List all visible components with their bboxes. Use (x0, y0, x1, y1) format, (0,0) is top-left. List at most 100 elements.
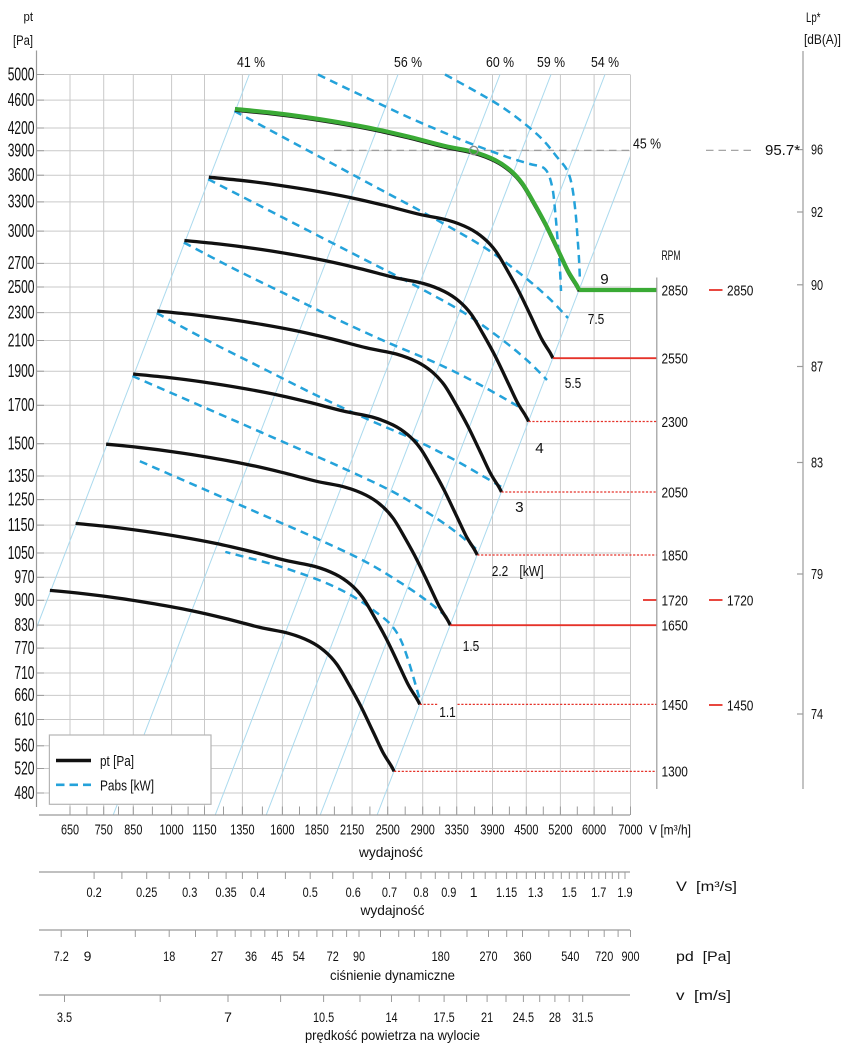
svg-text:17.5: 17.5 (434, 1009, 455, 1025)
svg-text:2.2: 2.2 (492, 563, 509, 580)
svg-text:3900: 3900 (8, 141, 35, 161)
svg-text:[dB(A)]: [dB(A)] (804, 31, 841, 47)
svg-text:360: 360 (513, 948, 531, 964)
svg-text:1850: 1850 (305, 823, 329, 839)
svg-text:45 %: 45 % (633, 137, 661, 153)
svg-text:92: 92 (811, 205, 823, 221)
svg-text:1150: 1150 (192, 823, 216, 839)
svg-text:Pabs [kW]: Pabs [kW] (100, 778, 154, 795)
svg-text:720: 720 (595, 948, 613, 964)
svg-text:74: 74 (811, 707, 823, 723)
svg-text:1300: 1300 (662, 764, 688, 781)
svg-text:59 %: 59 % (537, 55, 565, 71)
svg-text:750: 750 (95, 823, 113, 839)
svg-text:83: 83 (811, 456, 823, 472)
svg-text:1900: 1900 (8, 361, 35, 381)
svg-text:2050: 2050 (662, 484, 688, 501)
svg-text:45: 45 (271, 948, 283, 964)
svg-text:V [m³/h]: V [m³/h] (649, 822, 691, 838)
svg-text:1.5: 1.5 (562, 884, 577, 900)
svg-text:1050: 1050 (8, 543, 35, 563)
svg-text:650: 650 (61, 823, 79, 839)
svg-text:180: 180 (432, 948, 450, 964)
svg-text:3350: 3350 (445, 823, 469, 839)
svg-text:pd [Pa]: pd [Pa] (676, 948, 731, 964)
svg-text:pt [Pa]: pt [Pa] (100, 753, 134, 770)
svg-text:900: 900 (621, 948, 639, 964)
svg-text:850: 850 (124, 823, 142, 839)
svg-text:0.7: 0.7 (382, 884, 397, 900)
svg-text:610: 610 (14, 709, 34, 729)
svg-text:1650: 1650 (662, 618, 688, 635)
svg-text:1150: 1150 (8, 515, 35, 535)
svg-text:56 %: 56 % (394, 55, 422, 71)
svg-text:60 %: 60 % (486, 55, 514, 71)
svg-text:7.2: 7.2 (54, 948, 69, 964)
svg-text:2700: 2700 (8, 253, 35, 273)
svg-text:4: 4 (535, 440, 543, 457)
svg-text:1.1: 1.1 (439, 704, 456, 721)
svg-text:770: 770 (14, 638, 34, 658)
svg-text:31.5: 31.5 (572, 1009, 593, 1025)
svg-text:V [m³/s]: V [m³/s] (676, 878, 737, 894)
svg-text:7.5: 7.5 (588, 311, 605, 328)
svg-text:3900: 3900 (480, 823, 504, 839)
svg-text:660: 660 (14, 685, 34, 705)
svg-text:0.9: 0.9 (441, 884, 456, 900)
svg-text:28: 28 (549, 1009, 561, 1025)
svg-text:1250: 1250 (8, 489, 35, 509)
svg-text:2100: 2100 (8, 330, 35, 350)
svg-text:1600: 1600 (270, 823, 294, 839)
svg-text:96: 96 (811, 143, 823, 159)
svg-text:87: 87 (811, 360, 823, 376)
svg-text:0.4: 0.4 (250, 884, 265, 900)
svg-text:710: 710 (14, 663, 34, 683)
svg-text:3: 3 (515, 499, 523, 516)
svg-text:14: 14 (385, 1009, 397, 1025)
svg-text:970: 970 (14, 567, 34, 587)
svg-text:1.5: 1.5 (463, 638, 480, 655)
svg-text:2300: 2300 (8, 302, 35, 322)
svg-text:3600: 3600 (8, 165, 35, 185)
svg-text:2900: 2900 (411, 823, 435, 839)
svg-text:4500: 4500 (514, 823, 538, 839)
svg-text:520: 520 (14, 758, 34, 778)
svg-text:36: 36 (245, 948, 257, 964)
svg-text:270: 270 (479, 948, 497, 964)
svg-text:1720: 1720 (727, 592, 753, 609)
svg-text:v [m/s]: v [m/s] (676, 987, 731, 1003)
svg-text:830: 830 (14, 615, 34, 635)
svg-text:24.5: 24.5 (513, 1009, 534, 1025)
svg-text:0.35: 0.35 (216, 884, 237, 900)
svg-text:0.2: 0.2 (87, 884, 102, 900)
svg-text:41 %: 41 % (237, 55, 265, 71)
svg-text:[kW]: [kW] (519, 563, 543, 580)
svg-text:95.7*: 95.7* (765, 142, 800, 159)
svg-text:0.3: 0.3 (182, 884, 197, 900)
svg-text:1350: 1350 (8, 466, 35, 486)
svg-text:2500: 2500 (376, 823, 400, 839)
svg-text:RPM: RPM (662, 248, 681, 263)
svg-text:72: 72 (327, 948, 339, 964)
svg-text:18: 18 (163, 948, 175, 964)
svg-text:6000: 6000 (582, 823, 606, 839)
svg-text:560: 560 (14, 736, 34, 756)
svg-text:prędkość powietrza na wylocie: prędkość powietrza na wylocie (305, 1027, 480, 1043)
svg-text:480: 480 (14, 783, 34, 803)
svg-text:2850: 2850 (727, 282, 753, 299)
svg-text:90: 90 (353, 948, 365, 964)
svg-text:3300: 3300 (8, 192, 35, 212)
svg-text:1.7: 1.7 (591, 884, 606, 900)
svg-text:7: 7 (224, 1009, 232, 1025)
svg-text:0.8: 0.8 (413, 884, 428, 900)
svg-text:[Pa]: [Pa] (13, 33, 33, 48)
svg-text:9: 9 (84, 948, 92, 964)
svg-text:wydajność: wydajność (358, 844, 423, 860)
svg-text:2150: 2150 (340, 823, 364, 839)
svg-text:21: 21 (481, 1009, 493, 1025)
svg-text:1700: 1700 (8, 395, 35, 415)
svg-text:pt: pt (24, 9, 34, 24)
svg-text:900: 900 (14, 590, 34, 610)
svg-text:2850: 2850 (662, 282, 688, 299)
svg-text:1: 1 (470, 884, 478, 900)
